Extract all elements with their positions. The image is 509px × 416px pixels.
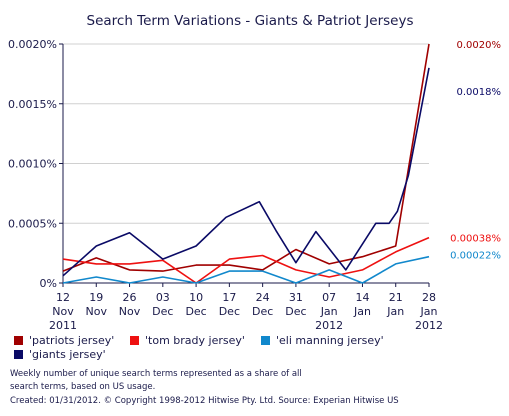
y-tick-label-2: 0.0010% <box>8 158 57 171</box>
legend-swatch-giants <box>14 350 23 359</box>
x-tick-label-3-1: Dec <box>152 305 173 318</box>
series-line-eli-manning <box>62 255 430 284</box>
x-tick-label-11-1: Jan <box>420 305 438 318</box>
x-tick-label-8-2: 2012 <box>315 319 343 332</box>
legend-item-giants: 'giants jersey' <box>14 348 106 361</box>
end-label-tom-brady: 0.00038% <box>450 234 501 245</box>
x-tick-label-1-0: 19 <box>89 291 103 304</box>
x-tick-label-0-1: Nov <box>52 305 74 318</box>
x-tick-label-2-0: 26 <box>123 291 137 304</box>
end-labels: 0.0020% 0.00038% 0.00022% 0.0018% <box>450 40 501 262</box>
x-tick-label-1-1: Nov <box>86 305 108 318</box>
x-tick-label-8-0: 07 <box>322 291 336 304</box>
x-tick-label-7-0: 31 <box>289 291 303 304</box>
series-line-patriots <box>62 43 430 272</box>
x-tick-label-4-1: Dec <box>185 305 206 318</box>
end-label-patriots: 0.0020% <box>457 40 502 51</box>
y-tick-label-4: 0.0020% <box>8 38 57 51</box>
footer-note-line-2: search terms, based on US usage. <box>10 382 156 392</box>
y-tick-label-3: 0.0015% <box>8 98 57 111</box>
legend-label-giants: 'giants jersey' <box>29 348 106 361</box>
chart-title: Search Term Variations - Giants & Patrio… <box>87 13 414 29</box>
x-axis: 12Nov201119Nov26Nov03Dec10Dec17Dec24Dec3… <box>49 282 443 332</box>
x-tick-label-0-2: 2011 <box>49 319 77 332</box>
x-tick-label-11-2: 2012 <box>415 319 443 332</box>
grid <box>63 43 429 284</box>
x-tick-label-2-1: Nov <box>119 305 141 318</box>
y-tick-label-0: 0% <box>40 277 57 290</box>
end-label-eli-manning: 0.00022% <box>450 251 501 262</box>
x-tick-label-10-0: 21 <box>389 291 403 304</box>
legend-item-eli-manning: 'eli manning jersey' <box>261 334 384 347</box>
x-tick-label-9-1: Jan <box>353 305 371 318</box>
series-line-tom-brady <box>62 236 430 284</box>
x-tick-label-3-0: 03 <box>156 291 170 304</box>
legend-label-tom-brady: 'tom brady jersey' <box>145 334 245 347</box>
legend-item-patriots: 'patriots jersey' <box>14 334 114 347</box>
x-tick-label-8-1: Jan <box>320 305 338 318</box>
series-line-giants <box>62 67 430 277</box>
x-tick-label-5-1: Dec <box>219 305 240 318</box>
x-tick-label-11-0: 28 <box>422 291 436 304</box>
x-tick-label-4-0: 10 <box>189 291 203 304</box>
x-tick-label-9-0: 14 <box>355 291 369 304</box>
y-tick-label-1: 0.0005% <box>8 217 57 230</box>
x-tick-label-0-0: 12 <box>56 291 70 304</box>
legend-label-eli-manning: 'eli manning jersey' <box>276 334 384 347</box>
legend-swatch-eli-manning <box>261 336 270 345</box>
legend-item-tom-brady: 'tom brady jersey' <box>130 334 245 347</box>
x-tick-label-6-0: 24 <box>256 291 270 304</box>
legend-swatch-patriots <box>14 336 23 345</box>
series-lines <box>62 43 430 284</box>
legend-label-patriots: 'patriots jersey' <box>29 334 115 347</box>
x-tick-label-7-1: Dec <box>285 305 306 318</box>
legend-swatch-tom-brady <box>130 336 139 345</box>
footer-note-line-1: Weekly number of unique search terms rep… <box>10 369 302 379</box>
end-label-giants: 0.0018% <box>457 87 502 98</box>
x-tick-label-10-1: Jan <box>386 305 404 318</box>
footer-copyright: Created: 01/31/2012. © Copyright 1998-20… <box>10 396 399 406</box>
x-tick-label-5-0: 17 <box>222 291 236 304</box>
x-tick-label-6-1: Dec <box>252 305 273 318</box>
y-axis: 0% 0.0005% 0.0010% 0.0015% 0.0020% <box>8 38 64 290</box>
